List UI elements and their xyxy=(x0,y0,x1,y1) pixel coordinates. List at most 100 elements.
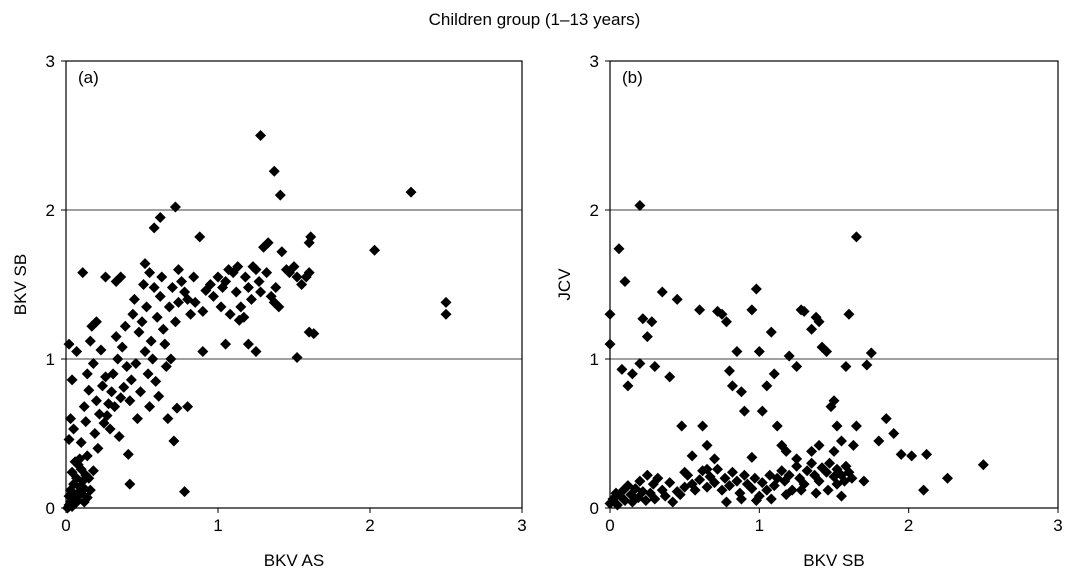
data-point xyxy=(139,346,151,358)
data-point xyxy=(671,293,683,305)
data-point xyxy=(92,442,104,454)
data-point xyxy=(78,401,90,413)
data-point xyxy=(664,371,676,383)
data-point xyxy=(171,402,183,414)
data-point xyxy=(656,286,668,298)
data-point xyxy=(701,463,713,475)
data-point xyxy=(835,435,847,447)
data-point xyxy=(850,231,862,243)
data-point xyxy=(719,472,731,484)
data-point xyxy=(873,435,885,447)
data-point xyxy=(124,395,136,407)
data-point xyxy=(652,472,664,484)
data-point xyxy=(616,363,628,375)
data-point xyxy=(119,320,131,332)
data-point xyxy=(649,360,661,372)
data-point xyxy=(726,380,738,392)
data-point xyxy=(369,244,381,256)
data-point xyxy=(716,308,728,320)
data-point xyxy=(303,267,315,279)
data-point xyxy=(130,357,142,369)
y-tick-label: 2 xyxy=(46,201,55,220)
data-point xyxy=(761,484,773,496)
data-point xyxy=(649,493,661,505)
data-point xyxy=(233,314,245,326)
data-point xyxy=(288,261,300,273)
data-point xyxy=(134,386,146,398)
figure-title: Children group (1–13 years) xyxy=(428,10,641,29)
data-point xyxy=(128,293,140,305)
data-point xyxy=(791,453,803,465)
data-point xyxy=(750,495,762,507)
data-point xyxy=(65,413,77,425)
data-point xyxy=(139,258,151,270)
data-point xyxy=(824,457,836,469)
data-point xyxy=(405,186,417,198)
data-point xyxy=(63,433,75,445)
data-point xyxy=(204,279,216,290)
y-tick-label: 0 xyxy=(46,499,55,518)
data-point xyxy=(726,466,738,478)
x-tick-label: 0 xyxy=(605,516,614,535)
data-point xyxy=(305,231,317,243)
data-point xyxy=(136,316,148,328)
data-point xyxy=(637,313,649,325)
data-point xyxy=(895,448,907,460)
data-point xyxy=(761,380,773,392)
data-point xyxy=(888,428,900,439)
data-point xyxy=(127,308,139,320)
data-point xyxy=(791,360,803,372)
data-point xyxy=(753,346,765,358)
data-point xyxy=(806,323,818,335)
data-point xyxy=(440,296,452,308)
data-point xyxy=(115,392,127,404)
data-point xyxy=(138,279,150,290)
y-tick-label: 0 xyxy=(590,499,599,518)
y-tick-label: 3 xyxy=(46,52,55,71)
data-point xyxy=(78,496,90,508)
data-point xyxy=(828,395,840,407)
data-point xyxy=(689,484,701,496)
data-point xyxy=(865,347,877,359)
data-point xyxy=(813,439,825,451)
data-point xyxy=(197,346,209,358)
x-tick-label: 1 xyxy=(755,516,764,535)
data-point xyxy=(828,445,840,457)
data-point xyxy=(821,466,833,478)
data-point xyxy=(626,368,638,380)
data-point xyxy=(806,445,818,457)
data-point xyxy=(749,472,761,484)
data-point xyxy=(84,335,96,347)
data-point xyxy=(253,276,265,288)
data-point xyxy=(746,483,758,495)
data-point xyxy=(172,264,184,276)
data-point xyxy=(640,495,652,507)
data-point xyxy=(274,189,286,201)
data-point xyxy=(151,311,163,323)
data-point xyxy=(110,331,122,343)
data-point xyxy=(255,130,267,141)
data-point xyxy=(720,316,732,328)
data-point xyxy=(142,368,154,380)
data-point xyxy=(66,374,78,386)
data-point xyxy=(604,338,616,350)
data-point xyxy=(843,308,855,320)
data-point xyxy=(83,384,95,396)
data-point xyxy=(634,475,646,487)
data-point xyxy=(821,346,833,358)
data-point xyxy=(77,267,89,279)
data-point xyxy=(159,338,171,350)
data-point xyxy=(813,316,825,328)
data-point xyxy=(756,477,768,489)
data-point xyxy=(185,308,197,320)
data-point xyxy=(676,420,688,432)
x-tick-label: 1 xyxy=(213,516,222,535)
data-point xyxy=(831,478,843,490)
panel-b: 0 1 2 3 0 1 2 3 BKV SB JCV (b) xyxy=(555,52,1063,570)
data-point xyxy=(921,448,933,460)
data-point xyxy=(780,489,792,501)
data-point xyxy=(224,308,236,320)
y-tick-label: 1 xyxy=(590,350,599,369)
data-point xyxy=(906,450,918,462)
